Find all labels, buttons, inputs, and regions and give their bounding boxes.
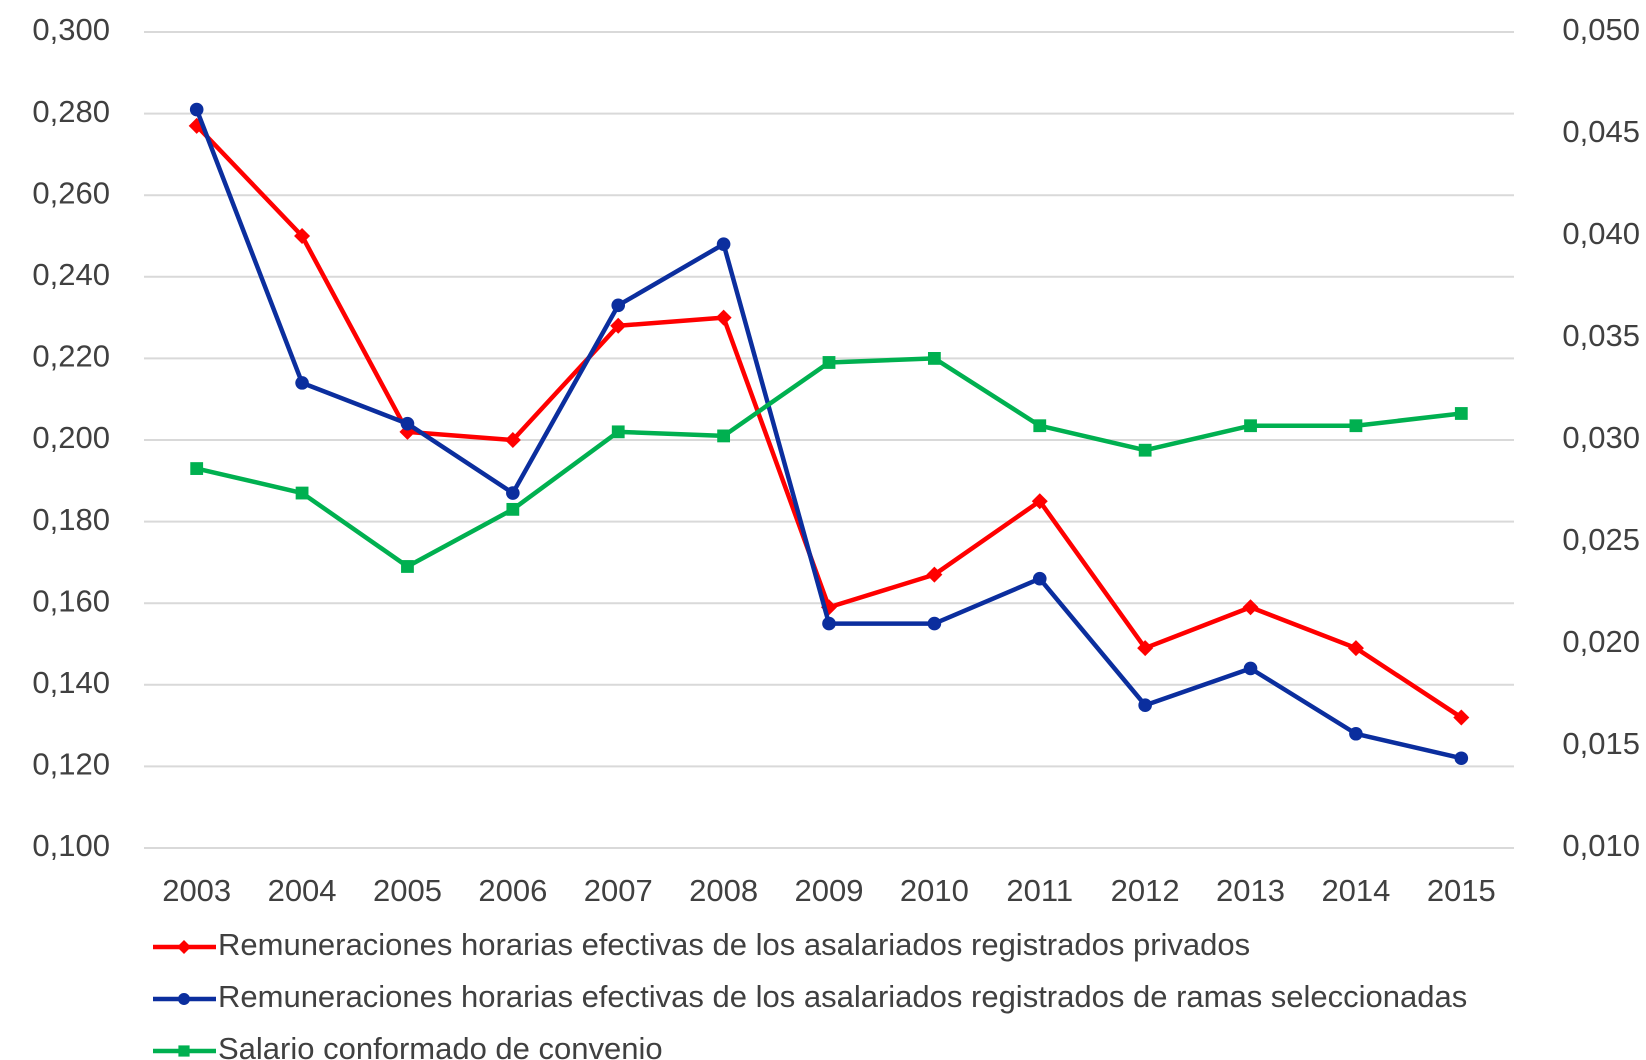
- x-tick-label: 2008: [689, 873, 758, 908]
- x-tick-label: 2014: [1321, 873, 1390, 908]
- marker: [400, 416, 415, 431]
- marker: [1137, 640, 1154, 657]
- marker: [611, 425, 625, 439]
- marker: [611, 298, 626, 313]
- x-tick-label: 2003: [162, 873, 231, 908]
- marker: [1453, 709, 1470, 726]
- marker: [1138, 443, 1152, 457]
- marker: [177, 940, 191, 954]
- marker: [189, 102, 204, 117]
- y-tick-label: 0,300: [32, 12, 110, 47]
- marker: [178, 1045, 190, 1057]
- y2-tick-label: 0,035: [1562, 318, 1640, 353]
- y2-tick-label: 0,040: [1562, 216, 1640, 251]
- y2-tick-label: 0,050: [1562, 12, 1640, 47]
- marker: [610, 317, 627, 334]
- marker: [1033, 419, 1047, 433]
- legend-label: Remuneraciones horarias efectivas de los…: [218, 927, 1250, 962]
- y-tick-label: 0,100: [32, 828, 110, 863]
- marker: [295, 376, 309, 390]
- marker: [1244, 419, 1257, 433]
- marker: [1349, 726, 1363, 741]
- y-tick-label: 0,160: [32, 583, 110, 618]
- marker: [716, 237, 731, 251]
- x-tick-label: 2006: [478, 873, 547, 908]
- y2-tick-label: 0,025: [1562, 522, 1640, 557]
- marker: [178, 993, 190, 1005]
- marker: [717, 429, 731, 443]
- y2-tick-label: 0,015: [1562, 726, 1640, 761]
- marker: [1347, 640, 1364, 657]
- marker: [927, 352, 941, 365]
- marker: [1349, 419, 1363, 433]
- y-tick-label: 0,240: [32, 257, 110, 292]
- marker: [1454, 407, 1468, 420]
- x-tick-label: 2009: [795, 873, 864, 908]
- y-tick-label: 0,120: [32, 747, 110, 782]
- y2-tick-label: 0,030: [1562, 420, 1640, 455]
- marker: [504, 432, 521, 448]
- marker: [1454, 751, 1469, 766]
- y2-tick-label: 0,020: [1562, 624, 1640, 659]
- marker: [190, 462, 204, 475]
- x-tick-label: 2010: [900, 873, 969, 908]
- y-tick-label: 0,220: [32, 339, 110, 374]
- y-tick-label: 0,200: [32, 420, 110, 455]
- marker: [1031, 493, 1048, 510]
- x-tick-label: 2005: [373, 873, 442, 908]
- marker: [1242, 599, 1259, 616]
- marker: [401, 560, 414, 573]
- x-tick-label: 2011: [1006, 873, 1073, 908]
- marker: [822, 616, 836, 631]
- marker: [506, 502, 520, 516]
- y2-tick-label: 0,045: [1562, 114, 1640, 149]
- marker: [506, 486, 520, 500]
- legend-label: Remuneraciones horarias efectivas de los…: [218, 979, 1467, 1014]
- x-tick-label: 2004: [268, 873, 337, 908]
- y-tick-label: 0,140: [32, 665, 110, 700]
- marker: [295, 486, 309, 500]
- marker: [1243, 661, 1258, 676]
- marker: [1032, 571, 1047, 586]
- y-tick-label: 0,260: [32, 175, 110, 210]
- series-line: [194, 108, 1462, 761]
- y-tick-label: 0,180: [32, 502, 110, 537]
- marker: [927, 616, 942, 631]
- marker: [926, 566, 943, 583]
- x-tick-label: 2015: [1427, 873, 1496, 908]
- marker: [822, 356, 836, 369]
- marker: [294, 228, 311, 244]
- marker: [1138, 698, 1152, 712]
- marker: [715, 309, 732, 326]
- x-tick-label: 2012: [1111, 873, 1180, 908]
- y2-tick-label: 0,010: [1562, 828, 1640, 863]
- x-tick-label: 2013: [1216, 873, 1285, 908]
- x-tick-label: 2007: [584, 873, 653, 908]
- legend-label: Salario conformado de convenio: [218, 1031, 663, 1060]
- y-tick-label: 0,280: [32, 94, 110, 129]
